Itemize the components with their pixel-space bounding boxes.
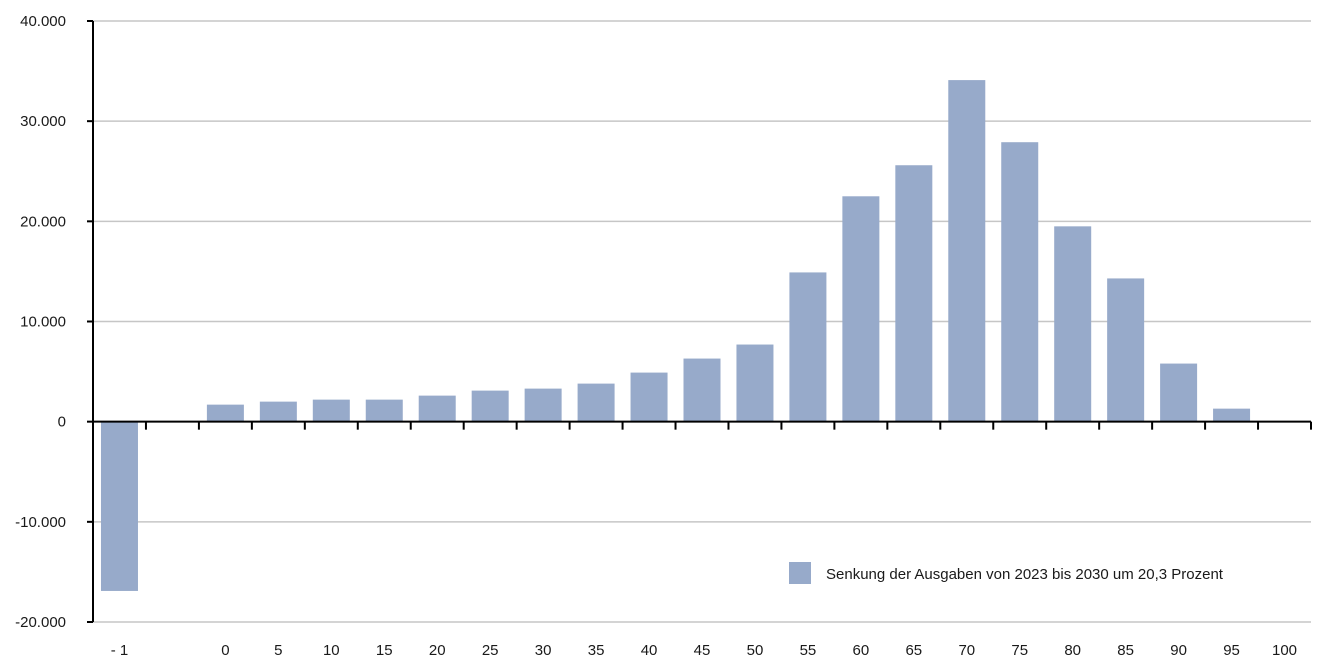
- gridlines: [87, 20, 1311, 623]
- bar: [577, 383, 615, 422]
- bar: [259, 401, 297, 422]
- x-tick-label: 20: [429, 642, 446, 659]
- bar: [789, 272, 827, 422]
- bar: [630, 372, 668, 422]
- bar: [736, 344, 774, 422]
- bar: [312, 399, 350, 422]
- bar: [1160, 363, 1198, 422]
- bar: [683, 358, 721, 422]
- x-tick-label: 25: [482, 642, 499, 659]
- x-tick-label: 100: [1272, 642, 1297, 659]
- bars: [100, 80, 1251, 591]
- x-tick-label: 10: [323, 642, 340, 659]
- bar: [1213, 408, 1251, 422]
- x-tick-label: 40: [641, 642, 658, 659]
- x-tick-label: 50: [747, 642, 764, 659]
- x-tick-labels: - 1 0 5 10 15 20 25 30 35 40 45 50 55 60 65 70 75 80 85 90 9…: [111, 642, 1297, 659]
- legend: Senkung der Ausgaben von 2023 bis 2030 u…: [789, 562, 1224, 584]
- y-tick-label: 0: [58, 414, 66, 431]
- x-tick-label: 60: [853, 642, 870, 659]
- y-tick-label: -20.000: [15, 614, 66, 631]
- x-tick-label: 75: [1011, 642, 1028, 659]
- x-tick-label: 70: [958, 642, 975, 659]
- y-tick-label: 30.000: [20, 113, 66, 130]
- y-tick-label: 20.000: [20, 213, 66, 230]
- bar: [1107, 278, 1145, 422]
- legend-swatch: [789, 562, 811, 584]
- bar: [418, 395, 456, 422]
- x-tick-label: - 1: [111, 642, 129, 659]
- y-tick-labels: 40.000 30.000 20.000 10.000 0 -10.000 -20.000: [15, 13, 66, 631]
- bar: [895, 165, 933, 422]
- x-tick-label: 35: [588, 642, 605, 659]
- bar: [100, 421, 138, 591]
- legend-label: Senkung der Ausgaben von 2023 bis 2030 u…: [826, 566, 1224, 583]
- bar: [206, 404, 244, 422]
- x-tick-label: 55: [800, 642, 817, 659]
- bar: [948, 80, 986, 422]
- bar: [842, 196, 880, 422]
- y-tick-label: 40.000: [20, 13, 66, 30]
- x-tick-label: 0: [221, 642, 229, 659]
- x-tick-label: 30: [535, 642, 552, 659]
- y-tick-label: -10.000: [15, 514, 66, 531]
- x-tick-label: 90: [1170, 642, 1187, 659]
- x-tick-label: 80: [1064, 642, 1081, 659]
- x-tick-label: 95: [1223, 642, 1240, 659]
- bar: [524, 388, 562, 422]
- x-tick-label: 15: [376, 642, 393, 659]
- bar: [471, 390, 509, 422]
- x-tick-label: 85: [1117, 642, 1134, 659]
- x-tick-label: 65: [905, 642, 922, 659]
- bar: [1054, 226, 1092, 422]
- axes: [92, 21, 1312, 622]
- y-tick-label: 10.000: [20, 314, 66, 331]
- x-tick-label: 45: [694, 642, 711, 659]
- bar: [365, 399, 403, 422]
- bar: [1001, 142, 1039, 422]
- x-tick-label: 5: [274, 642, 282, 659]
